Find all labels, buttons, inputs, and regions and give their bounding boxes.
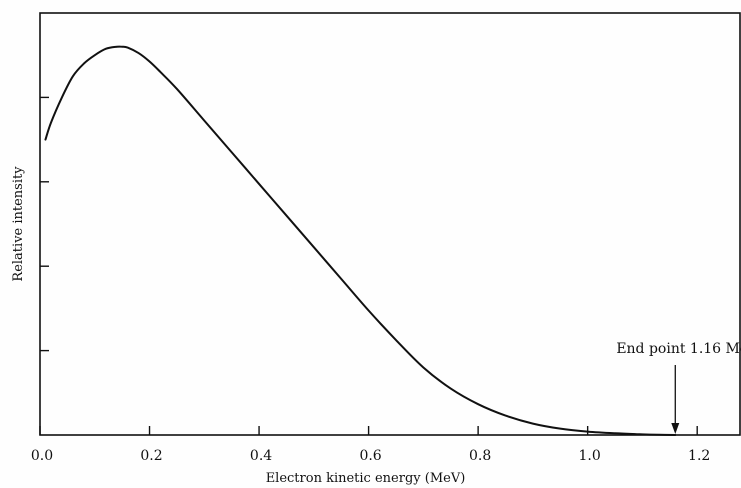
annotations: End point 1.16 MeV	[616, 341, 741, 434]
x-tick-label: 0.2	[140, 448, 162, 464]
series	[44, 45, 677, 436]
x-tick-label: 0.4	[250, 448, 272, 464]
x-tick-label: 0.6	[359, 448, 381, 464]
plot-frame	[39, 12, 741, 436]
end-point-annotation-text: End point 1.16 MeV	[616, 341, 741, 357]
x-tick-label: 0.8	[469, 448, 491, 464]
end-point-arrowhead	[671, 423, 680, 434]
x-tick-label: 0.0	[31, 448, 53, 464]
x-tick-label: 1.2	[688, 448, 710, 464]
spectrum-curve	[44, 45, 677, 436]
x-tick-label: 1.0	[579, 448, 601, 464]
y-axis-label: Relative intensity	[11, 166, 26, 282]
axes	[39, 12, 741, 436]
x-axis-label: Electron kinetic energy (MeV)	[266, 471, 466, 486]
ticks: 0.0 0.2 0.4 0.6 0.8 1.0 1.2	[31, 96, 710, 464]
